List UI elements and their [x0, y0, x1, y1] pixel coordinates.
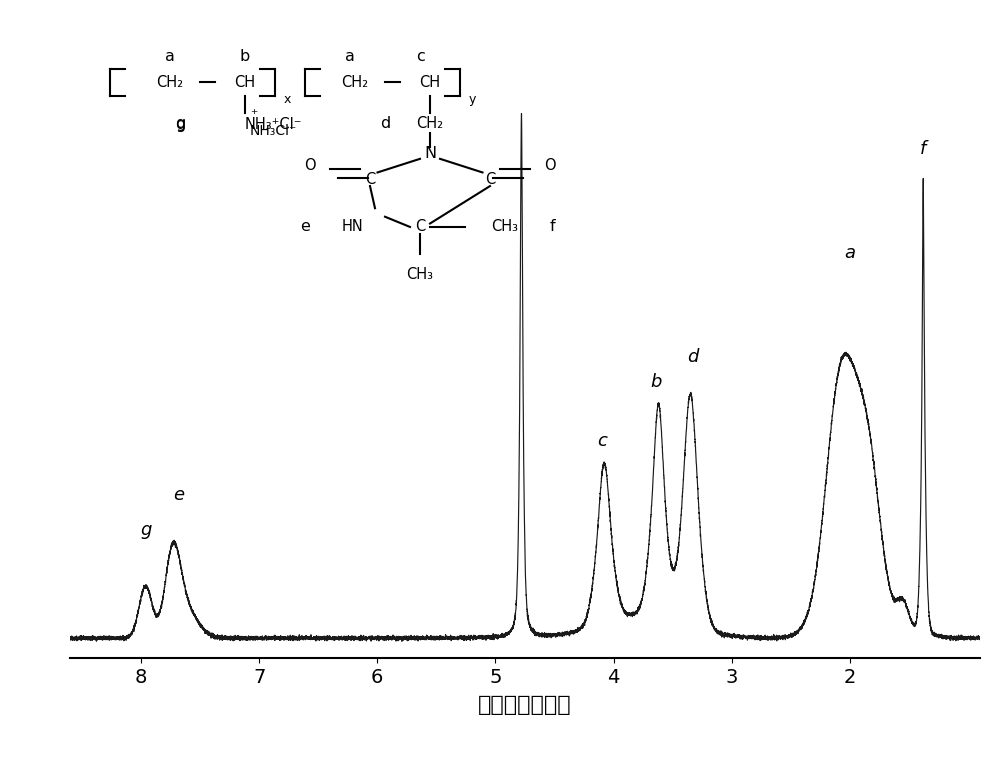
Text: N: N — [424, 146, 436, 161]
Text: CH₂: CH₂ — [416, 115, 444, 131]
Text: C: C — [365, 172, 375, 187]
Text: CH₃: CH₃ — [492, 220, 518, 235]
Text: a: a — [345, 50, 355, 64]
Text: e: e — [300, 220, 310, 235]
Text: NH₃⁺Cl⁻: NH₃⁺Cl⁻ — [245, 118, 302, 132]
Text: CH₃: CH₃ — [407, 267, 434, 282]
Text: y: y — [469, 93, 476, 106]
Text: HN: HN — [342, 220, 363, 235]
Text: O: O — [544, 158, 556, 173]
Text: b: b — [240, 50, 250, 64]
Text: a: a — [165, 50, 175, 64]
Text: CH₂: CH₂ — [156, 75, 184, 90]
Text: g: g — [140, 521, 151, 539]
Text: CH₂: CH₂ — [341, 75, 369, 90]
Text: f: f — [550, 220, 555, 235]
Text: c: c — [416, 50, 424, 64]
Text: O: O — [304, 158, 316, 173]
Text: a: a — [845, 244, 856, 262]
Text: c: c — [597, 432, 607, 450]
Text: e: e — [173, 487, 184, 505]
Text: ⁺
NH₃Cl⁻: ⁺ NH₃Cl⁻ — [250, 108, 297, 139]
Text: d: d — [687, 348, 699, 366]
Text: CH: CH — [419, 75, 441, 90]
Text: f: f — [920, 140, 926, 158]
Text: d: d — [380, 115, 390, 131]
Text: g: g — [175, 115, 185, 131]
Text: C: C — [485, 172, 495, 187]
Text: g: g — [175, 118, 185, 132]
Text: x: x — [284, 93, 291, 106]
X-axis label: 外磁场变化频率: 外磁场变化频率 — [478, 695, 572, 715]
Text: CH: CH — [234, 75, 256, 90]
Text: b: b — [650, 372, 662, 391]
Text: C: C — [415, 220, 425, 235]
